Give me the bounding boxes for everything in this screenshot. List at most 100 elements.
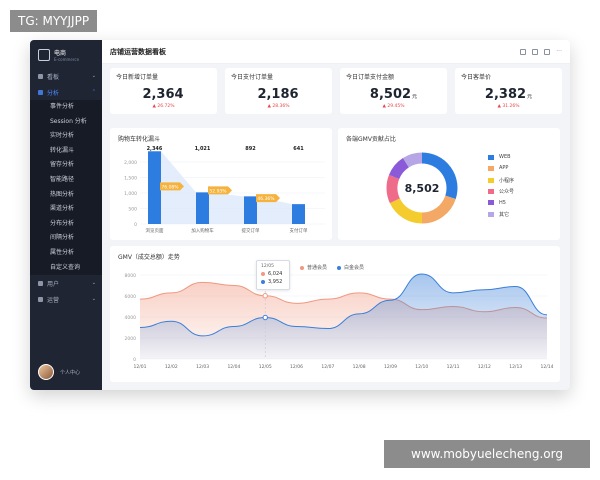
kpi-delta: ▲ 29.45% (382, 104, 405, 109)
series-area (140, 273, 547, 359)
submenu-item[interactable]: 分布分析 (50, 219, 75, 227)
y-tick-label: 8000 (125, 273, 137, 279)
kpi-delta: ▲ 28.36% (267, 104, 290, 109)
conversion-rate-label: 76.08% (161, 184, 179, 190)
y-tick-label: 500 (128, 207, 137, 213)
funnel-connector (257, 196, 292, 224)
user-icon (38, 280, 43, 286)
card-title: 购物车转化漏斗 (118, 136, 161, 143)
tooltip-dot (261, 280, 265, 284)
legend-swatch (488, 189, 494, 195)
x-tick-label: 12/09 (384, 364, 397, 370)
submenu-item[interactable]: 事件分析 (50, 103, 75, 110)
bar-value-label: 641 (293, 146, 304, 152)
legend-item[interactable]: APP (488, 165, 508, 171)
fullscreen-icon[interactable] (520, 48, 527, 55)
chevron-down-icon: ⌄ (91, 280, 96, 287)
submenu-item[interactable]: 自定义查询 (50, 263, 81, 271)
sidebar-item-label: 看板 (47, 73, 60, 81)
x-tick-label: 提交订单 (242, 227, 260, 234)
submenu-item[interactable]: 间隔分析 (50, 234, 75, 242)
submenu-item[interactable]: 渠道分析 (50, 205, 75, 213)
submenu-item[interactable]: 智能路径 (50, 175, 75, 183)
bar-value-label: 2,346 (147, 146, 163, 152)
donut-card: 各端GMV贡献占比 8,502 WEB APP 小程序 公众号 H5 其它 (338, 128, 560, 240)
kpi-delta: ▲ 26.72% (152, 104, 175, 109)
legend-swatch (488, 212, 494, 217)
x-tick-label: 浏览页面 (146, 227, 164, 234)
legend-label: WEB (499, 154, 511, 160)
legend-swatch (488, 200, 494, 206)
legend-item[interactable]: 白金会员 (337, 264, 364, 271)
x-tick-label: 12/10 (415, 364, 428, 370)
legend-item[interactable]: 公众号 (488, 188, 514, 195)
analysis-submenu: 事件分析 Session 分析 实时分析 转化漏斗 留存分析 智能路径 热图分析… (30, 100, 102, 276)
conversion-rate-badge (160, 182, 184, 191)
kpi-label: 今日新增订单量 (116, 74, 159, 81)
donut-slice (421, 195, 456, 224)
donut-slice (402, 152, 423, 168)
legend-item[interactable]: H5 (488, 200, 506, 206)
donut-chart: 8,502 (386, 152, 458, 224)
submenu-item[interactable]: 转化漏斗 (50, 146, 75, 154)
legend-dot (300, 265, 304, 270)
chevron-up-icon: ⌃ (91, 89, 96, 95)
bar-value-label: 892 (245, 146, 256, 152)
calendar-icon[interactable] (544, 48, 551, 55)
series-line (139, 273, 548, 337)
legend-item[interactable]: 其它 (488, 211, 509, 218)
submenu-item[interactable]: 留存分析 (50, 161, 75, 169)
bar-value-label: 1,021 (195, 146, 211, 152)
submenu-item[interactable]: 属性分析 (50, 248, 75, 256)
gmv-card: GMV（成交总额）走势 8000 6000 4000 2000 0 12/01 12/02 1… (110, 246, 560, 382)
legend-swatch (488, 154, 494, 160)
funnel-card: 购物车转化漏斗 2,000 1,500 1,000 500 0 2,346 浏览页面 1,02… (110, 128, 332, 240)
brand[interactable]: 电商 E-commerce (30, 40, 102, 68)
x-tick-label: 12/04 (227, 364, 240, 370)
card-title: GMV（成交总额）走势 (118, 254, 180, 261)
submenu-item[interactable]: Session 分析 (50, 117, 87, 125)
tooltip-dot (261, 272, 265, 276)
x-tick-label: 12/11 (447, 364, 460, 370)
y-tick-label: 0 (133, 357, 136, 363)
chart-tooltip: 12/05 6,024 3,952 (256, 260, 290, 290)
submenu-item[interactable]: 热图分析 (50, 190, 75, 198)
sidebar-item-analysis[interactable]: 分析 ⌃ (30, 84, 102, 100)
submenu-item[interactable]: 实时分析 (50, 132, 75, 140)
y-tick-label: 2000 (125, 336, 137, 342)
legend-item[interactable]: 小程序 (488, 177, 514, 184)
legend-item[interactable]: 普通会员 (300, 264, 327, 271)
hover-point (262, 293, 268, 299)
legend-label: 小程序 (499, 177, 515, 184)
legend-swatch (488, 165, 494, 171)
legend-item[interactable]: WEB (488, 154, 511, 160)
mail-icon[interactable] (532, 48, 539, 55)
x-tick-label: 12/07 (321, 364, 334, 370)
sidebar-item-users[interactable]: 用户 ⌄ (30, 275, 102, 291)
x-tick-label: 12/13 (509, 364, 522, 370)
megaphone-icon (38, 296, 43, 302)
tooltip-date: 12/05 (261, 264, 274, 269)
conversion-rate-label: 52.93% (209, 188, 227, 194)
hover-point (262, 314, 268, 321)
funnel-bar (196, 192, 209, 224)
legend-label: 公众号 (499, 189, 515, 196)
brand-title: 电商 (54, 50, 67, 57)
tooltip-value: 6,024 (268, 271, 283, 277)
sidebar-item-operations[interactable]: 运营 ⌄ (30, 291, 102, 307)
x-tick-label: 12/08 (353, 364, 366, 370)
funnel-chart: 2,000 1,500 1,000 500 0 2,346 浏览页面 1,021 加入购物车 89… (124, 146, 325, 234)
kpi-card-paid-orders: 今日支付订单量 2,186 ▲ 28.36% (225, 68, 332, 114)
donut-slice (389, 198, 423, 224)
sidebar-item-dashboard[interactable]: 看板 ⌄ (30, 68, 102, 84)
kpi-card-payment-amount: 今日订单支付金额 8,502元 ▲ 29.45% (340, 68, 447, 114)
sidebar-item-label: 运营 (47, 296, 60, 304)
donut-slice (421, 152, 458, 199)
avatar (38, 364, 54, 380)
kpi-card-new-orders: 今日新增订单量 2,364 ▲ 26.72% (110, 68, 217, 114)
user-profile[interactable]: 个人中心 (38, 364, 80, 380)
conversion-rate-label: 46.36% (257, 196, 275, 202)
sidebar: 电商 E-commerce 看板 ⌄ 分析 ⌃ 事件分析 Session 分析 … (30, 40, 102, 390)
more-icon[interactable]: ··· (556, 47, 562, 55)
kpi-label: 今日订单支付金额 (346, 74, 395, 81)
